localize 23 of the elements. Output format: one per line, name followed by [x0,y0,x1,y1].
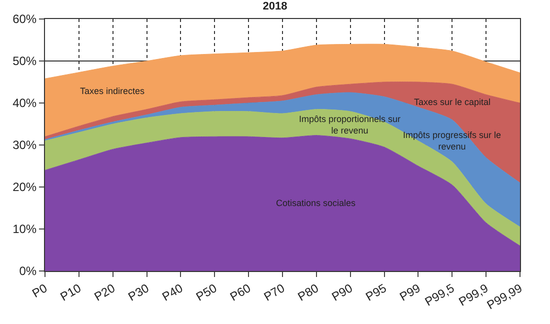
y-tick-label: 30% [12,138,37,152]
x-tick-label: P90 [329,280,356,304]
x-tick-label: P60 [228,280,254,304]
y-tick-label: 20% [12,180,37,194]
x-tick-label: P0 [30,280,50,301]
y-tick-label: 10% [12,222,37,236]
x-tick-label: P95 [363,280,390,304]
y-tick-label: 40% [12,96,37,110]
x-tick-label: P70 [262,280,288,304]
y-tick-label: 50% [12,54,37,68]
x-tick-label: P80 [295,280,322,304]
y-tick-label: 0% [19,264,37,278]
series-label: Taxes indirectes [80,86,146,96]
x-tick-label: P30 [126,280,152,304]
x-tick-label: P10 [58,280,84,304]
x-tick-label: P50 [194,280,220,304]
series-label: Cotisations sociales [276,198,356,208]
chart-title: 2018 [262,0,288,12]
x-tick-label: P40 [160,280,186,304]
x-tick-label: P99 [397,280,423,304]
x-tick-label: P20 [92,280,118,304]
y-tick-label: 60% [12,12,37,26]
series-label: Taxes sur le capital [414,97,491,107]
